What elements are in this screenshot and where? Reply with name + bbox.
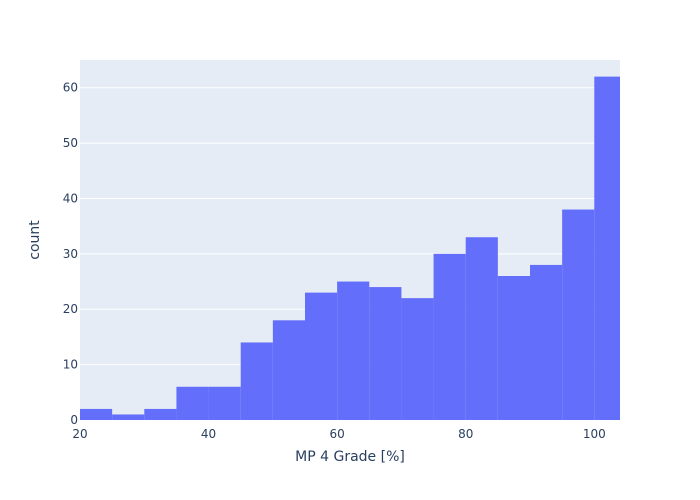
- y-tick-label: 0: [70, 413, 78, 427]
- x-tick-label: 60: [330, 427, 345, 441]
- x-axis-title: MP 4 Grade [%]: [295, 449, 405, 465]
- histogram-bar: [208, 386, 241, 420]
- histogram-bar: [305, 292, 338, 420]
- histogram-bar: [112, 414, 145, 420]
- y-tick-label: 40: [63, 191, 78, 205]
- histogram-bar: [401, 298, 434, 420]
- histogram-bar: [465, 237, 498, 420]
- y-axis-ticks: 0 10 20 30 40 50 60: [63, 81, 78, 427]
- histogram-bar: [176, 386, 209, 420]
- histogram-bar: [594, 76, 620, 420]
- histogram-bar: [272, 320, 305, 420]
- histogram-bar: [433, 253, 466, 420]
- x-tick-label: 100: [583, 427, 606, 441]
- x-tick-label: 80: [458, 427, 473, 441]
- y-axis-title: count: [27, 220, 43, 260]
- histogram-bar: [562, 209, 595, 420]
- histogram-bar: [530, 264, 563, 420]
- y-tick-label: 50: [63, 136, 78, 150]
- histogram-bar: [80, 408, 113, 420]
- y-tick-label: 30: [63, 247, 78, 261]
- bars: [80, 76, 620, 420]
- histogram-bar: [240, 342, 273, 420]
- x-axis-ticks: 20 40 60 80 100: [72, 427, 605, 441]
- y-tick-label: 20: [63, 302, 78, 316]
- x-tick-label: 40: [201, 427, 216, 441]
- x-tick-label: 20: [72, 427, 87, 441]
- y-tick-label: 10: [63, 358, 78, 372]
- histogram-bar: [337, 281, 370, 420]
- histogram-bar: [369, 287, 402, 420]
- y-tick-label: 60: [63, 81, 78, 95]
- histogram-bar: [497, 276, 530, 420]
- histogram-bar: [144, 408, 177, 420]
